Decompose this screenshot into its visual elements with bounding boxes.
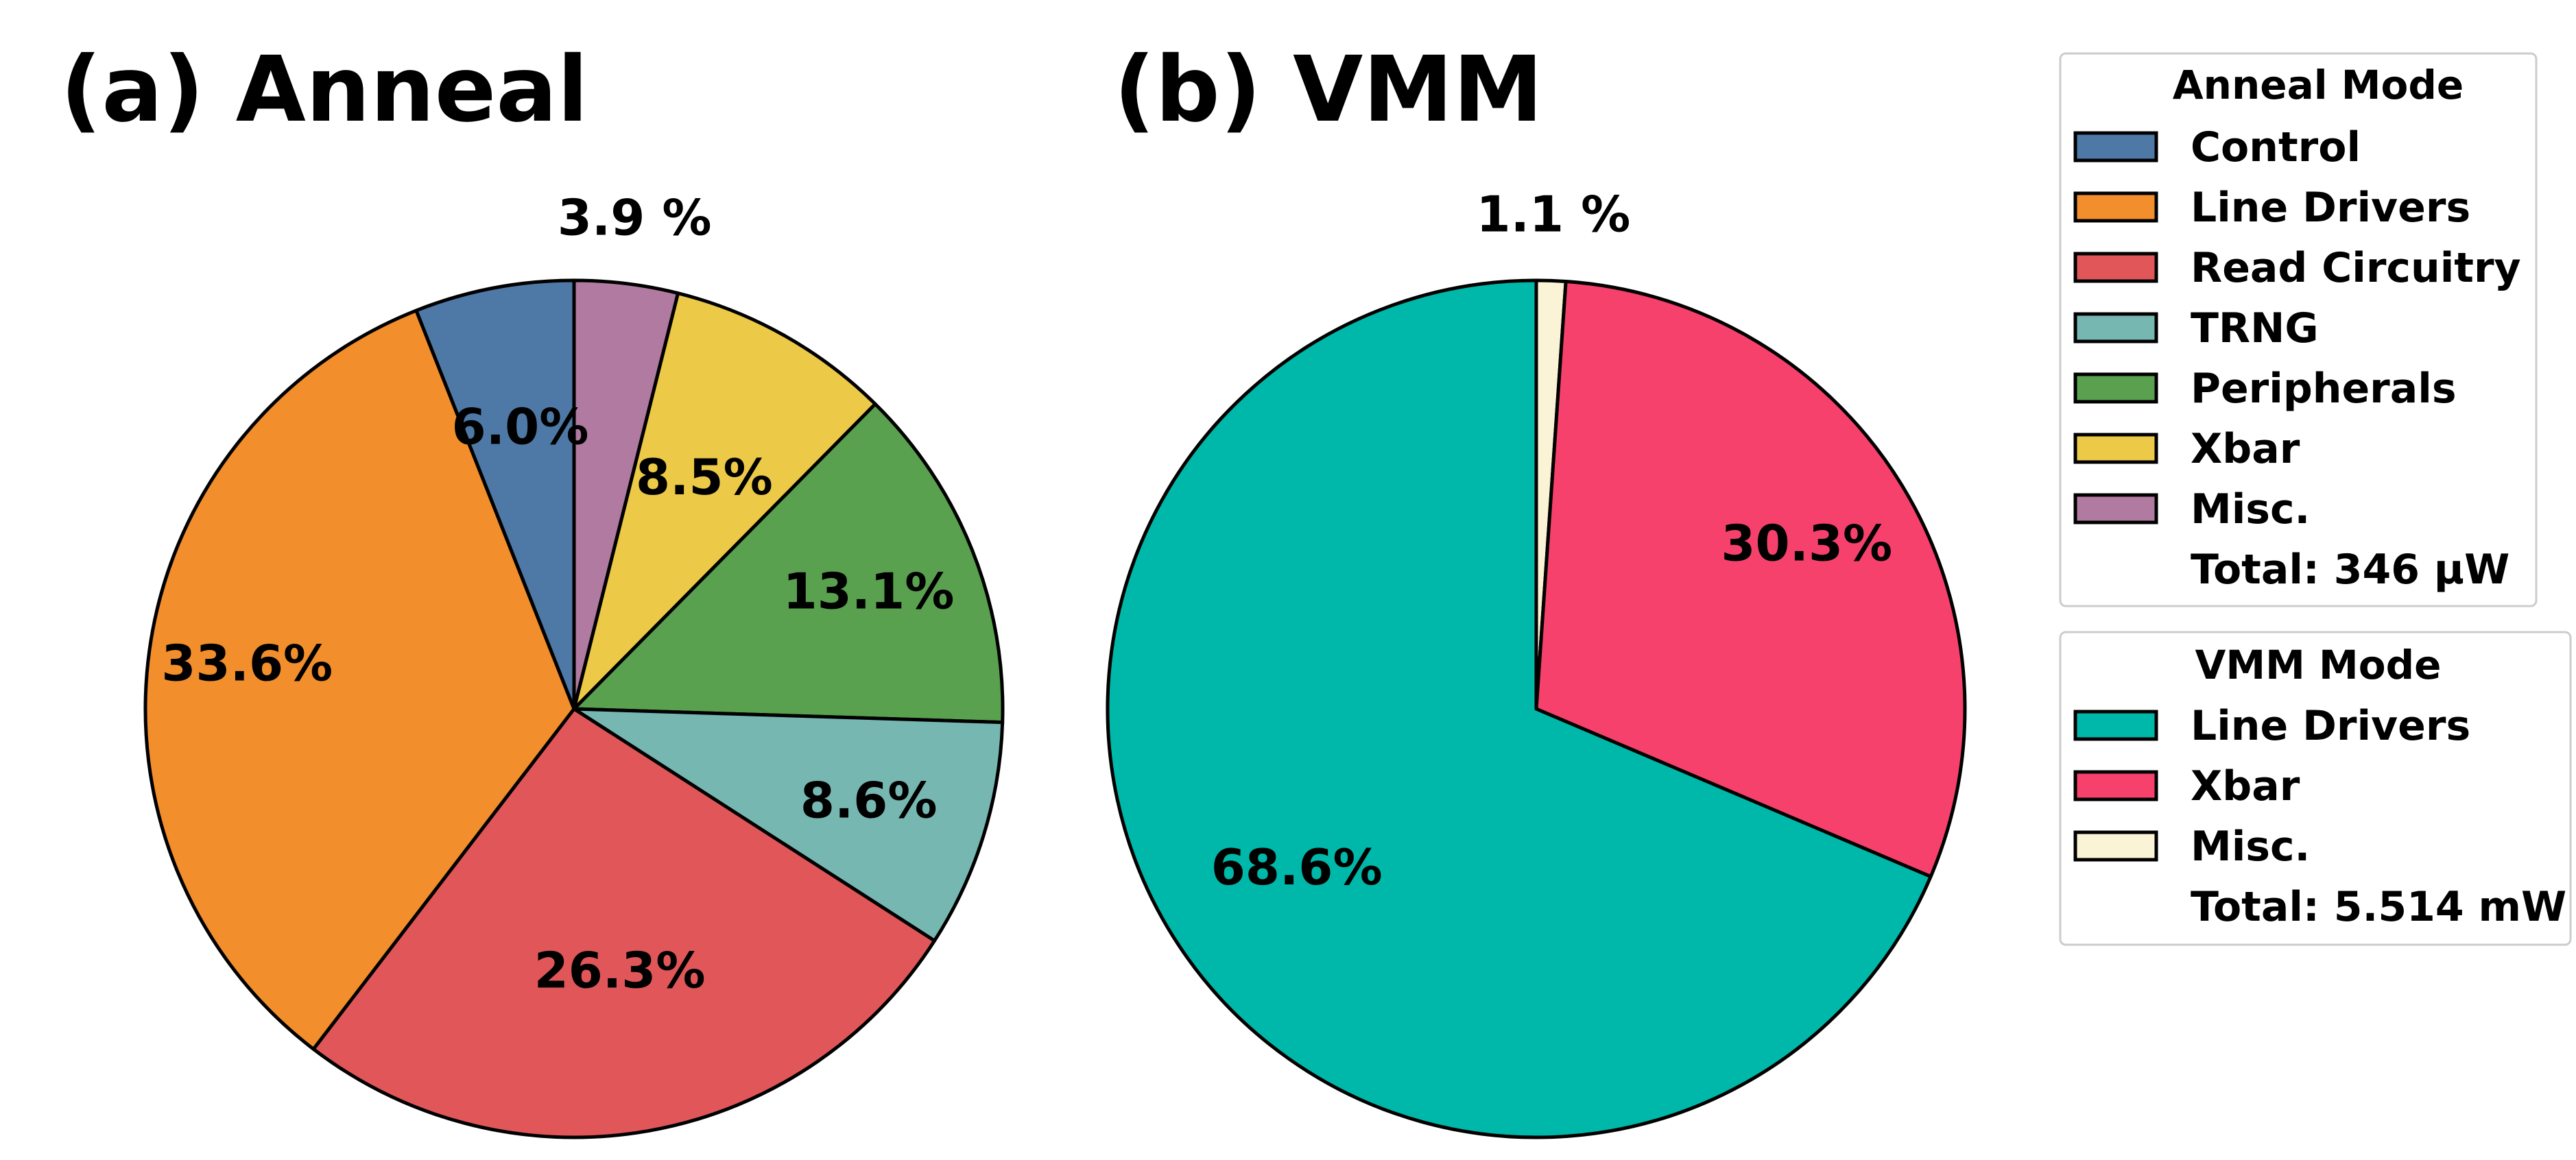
pie-slice-anneal-line-drivers	[143, 309, 576, 1051]
panel-b-title: (b) VMM	[1114, 37, 1543, 143]
pie-label-anneal-peripherals: 13.1%	[783, 562, 955, 620]
pie-label-anneal-xbar: 8.5%	[636, 448, 773, 506]
legend-anneal-total: Total: 346 µW	[2191, 546, 2509, 594]
legend-anneal-swatch-misc	[2073, 493, 2158, 524]
legend-vmm-swatch-xbar	[2073, 770, 2158, 801]
legend-anneal-entry-read-circuitry: Read Circuitry	[2191, 244, 2521, 292]
legend-vmm-swatch-line-drivers	[2073, 710, 2158, 741]
legend-vmm-swatch-misc	[2073, 830, 2158, 862]
legend-vmm-total: Total: 5.514 mW	[2191, 883, 2566, 931]
pie-slice-anneal-trng	[572, 707, 1005, 943]
pie-slice-vmm-xbar	[1534, 279, 1967, 879]
legend-anneal-entry-line-drivers: Line Drivers	[2191, 184, 2470, 232]
legend-vmm-frame	[2059, 631, 2572, 946]
pie-label-vmm-line-drivers: 68.6%	[1211, 838, 1383, 896]
legend-anneal-swatch-line-drivers	[2073, 191, 2158, 223]
pie-label-vmm-misc: 1.1 %	[1477, 186, 1631, 243]
legend-vmm-entry-line-drivers: Line Drivers	[2191, 702, 2470, 750]
legend-anneal-swatch-trng	[2073, 312, 2158, 343]
legend-anneal-title: Anneal Mode	[2173, 62, 2464, 108]
legend-anneal-swatch-xbar	[2073, 433, 2158, 464]
pie-slice-anneal-read-circuitry	[311, 707, 937, 1139]
panel-a-title: (a) Anneal	[60, 37, 588, 143]
pie-label-anneal-misc: 3.9 %	[558, 189, 712, 247]
legend-anneal: Anneal Mode Control Line Drivers Read Circ…	[2059, 52, 2538, 607]
pie-label-anneal-read-circuitry: 26.3%	[534, 942, 706, 1000]
legend-anneal-entry-xbar: Xbar	[2191, 425, 2300, 473]
legend-anneal-frame	[2059, 52, 2538, 607]
pie-chart-vmm: 1.1 % 30.3% 68.6%	[1106, 186, 1967, 1139]
pie-label-vmm-xbar: 30.3%	[1721, 514, 1892, 572]
legend-anneal-swatch-read-circuitry	[2073, 252, 2158, 283]
legend-vmm: VMM Mode Line Drivers Xbar Misc. Total: 5.5…	[2059, 631, 2572, 946]
pie-label-anneal-control: 6.0%	[452, 398, 589, 456]
pie-chart-anneal: 3.9 % 8.5%13.1% 8.6% 26.3% 33.6% 6.0%	[143, 189, 1005, 1139]
pie-slice-anneal-xbar	[572, 291, 877, 711]
legend-anneal-entry-control: Control	[2191, 123, 2361, 171]
pie-slice-anneal-peripherals	[572, 402, 1005, 725]
legend-anneal-entry-trng: TRNG	[2191, 304, 2319, 352]
legend-vmm-title: VMM Mode	[2195, 642, 2442, 688]
pie-label-anneal-line-drivers: 33.6%	[161, 635, 333, 692]
legend-anneal-entry-misc: Misc.	[2191, 485, 2310, 533]
legend-anneal-swatch-peripherals	[2073, 372, 2158, 404]
legend-vmm-entry-misc: Misc.	[2191, 823, 2310, 871]
pie-label-anneal-trng: 8.6%	[800, 772, 938, 830]
legend-anneal-swatch-control	[2073, 131, 2158, 162]
pie-slice-vmm-line-drivers	[1106, 278, 1933, 1139]
pie-slice-anneal-control	[414, 278, 576, 711]
legend-anneal-entry-peripherals: Peripherals	[2191, 365, 2457, 413]
legend-vmm-entry-xbar: Xbar	[2191, 762, 2300, 810]
